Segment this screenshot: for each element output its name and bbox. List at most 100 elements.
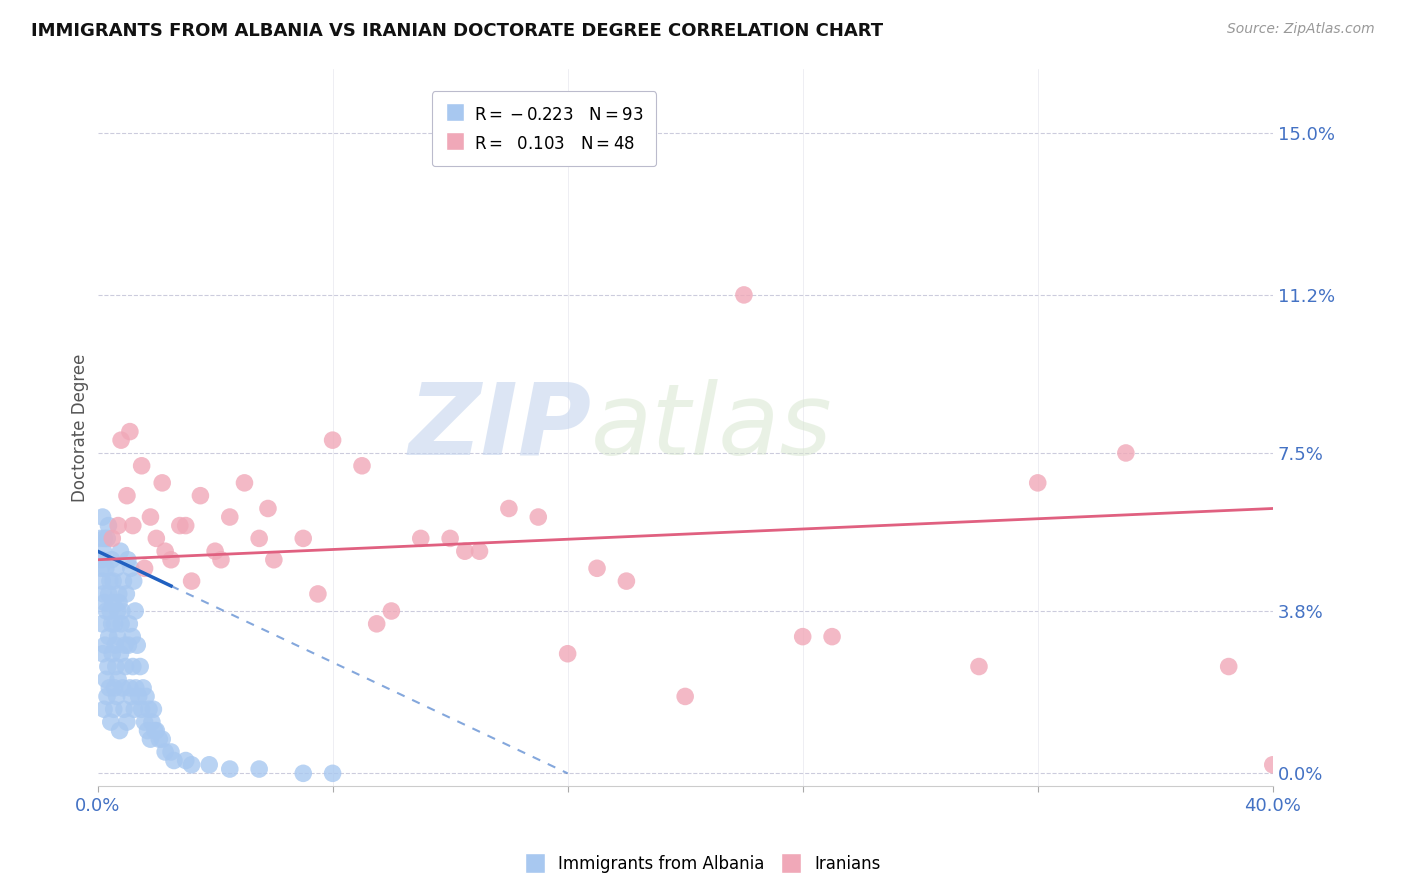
Text: atlas: atlas — [591, 379, 832, 475]
Point — [129, 659, 152, 673]
Point — [97, 518, 120, 533]
Point — [94, 638, 117, 652]
Point — [257, 501, 280, 516]
Point — [93, 595, 115, 609]
Point — [145, 532, 167, 546]
Point — [468, 544, 491, 558]
Point — [1115, 446, 1137, 460]
Y-axis label: Doctorate Degree: Doctorate Degree — [72, 353, 89, 501]
Point — [90, 553, 112, 567]
Point — [94, 673, 117, 687]
Point — [409, 532, 432, 546]
Point — [366, 616, 388, 631]
Point — [131, 458, 153, 473]
Point — [218, 510, 240, 524]
Point — [124, 604, 146, 618]
Text: ZIP: ZIP — [408, 379, 591, 475]
Point — [107, 630, 129, 644]
Point — [498, 501, 520, 516]
Point — [98, 681, 121, 695]
Point — [118, 681, 141, 695]
Point — [97, 630, 120, 644]
Point — [117, 638, 139, 652]
Point — [139, 732, 162, 747]
Point — [111, 604, 134, 618]
Point — [307, 587, 329, 601]
Point — [93, 532, 115, 546]
Point — [527, 510, 550, 524]
Point — [127, 638, 149, 652]
Point — [143, 723, 166, 738]
Point — [821, 630, 844, 644]
Point — [148, 732, 170, 747]
Point — [174, 518, 197, 533]
Point — [110, 616, 132, 631]
Point — [104, 638, 127, 652]
Point — [134, 561, 156, 575]
Point — [124, 702, 146, 716]
Point — [101, 647, 124, 661]
Point — [350, 458, 373, 473]
Point — [91, 510, 114, 524]
Point — [204, 544, 226, 558]
Point — [1218, 659, 1240, 673]
Point — [160, 745, 183, 759]
Point — [454, 544, 477, 558]
Point — [89, 532, 111, 546]
Point — [120, 561, 142, 575]
Point — [111, 681, 134, 695]
Point — [112, 574, 135, 588]
Point — [101, 574, 124, 588]
Point — [121, 630, 143, 644]
Point — [91, 574, 114, 588]
Point — [792, 630, 814, 644]
Point — [110, 544, 132, 558]
Point — [247, 532, 270, 546]
Point — [190, 489, 212, 503]
Point — [322, 766, 344, 780]
Point — [100, 616, 122, 631]
Point — [153, 544, 176, 558]
Point — [105, 690, 128, 704]
Point — [134, 714, 156, 729]
Point — [169, 518, 191, 533]
Point — [380, 604, 402, 618]
Point — [103, 702, 125, 716]
Point — [153, 745, 176, 759]
Point — [97, 587, 120, 601]
Point — [100, 553, 122, 567]
Point — [180, 574, 202, 588]
Point — [117, 553, 139, 567]
Point — [139, 510, 162, 524]
Point — [322, 433, 344, 447]
Point — [439, 532, 461, 546]
Point — [122, 574, 145, 588]
Point — [96, 532, 118, 546]
Point — [96, 604, 118, 618]
Point — [160, 553, 183, 567]
Point — [1026, 475, 1049, 490]
Point — [98, 574, 121, 588]
Point — [180, 757, 202, 772]
Point — [100, 714, 122, 729]
Legend: Immigrants from Albania, Iranians: Immigrants from Albania, Iranians — [519, 848, 887, 880]
Point — [247, 762, 270, 776]
Legend: $\mathregular{R = -0.223}$   $\mathregular{N = 93}$, $\mathregular{R =\ \ 0.103}: $\mathregular{R = -0.223}$ $\mathregular… — [432, 91, 657, 167]
Point — [967, 659, 990, 673]
Point — [110, 433, 132, 447]
Point — [107, 673, 129, 687]
Point — [142, 702, 165, 716]
Point — [673, 690, 696, 704]
Point — [138, 702, 160, 716]
Point — [118, 425, 141, 439]
Point — [145, 723, 167, 738]
Point — [263, 553, 285, 567]
Point — [93, 587, 115, 601]
Point — [107, 518, 129, 533]
Point — [218, 762, 240, 776]
Point — [163, 754, 186, 768]
Point — [97, 659, 120, 673]
Point — [141, 714, 163, 729]
Point — [96, 690, 118, 704]
Point — [150, 732, 173, 747]
